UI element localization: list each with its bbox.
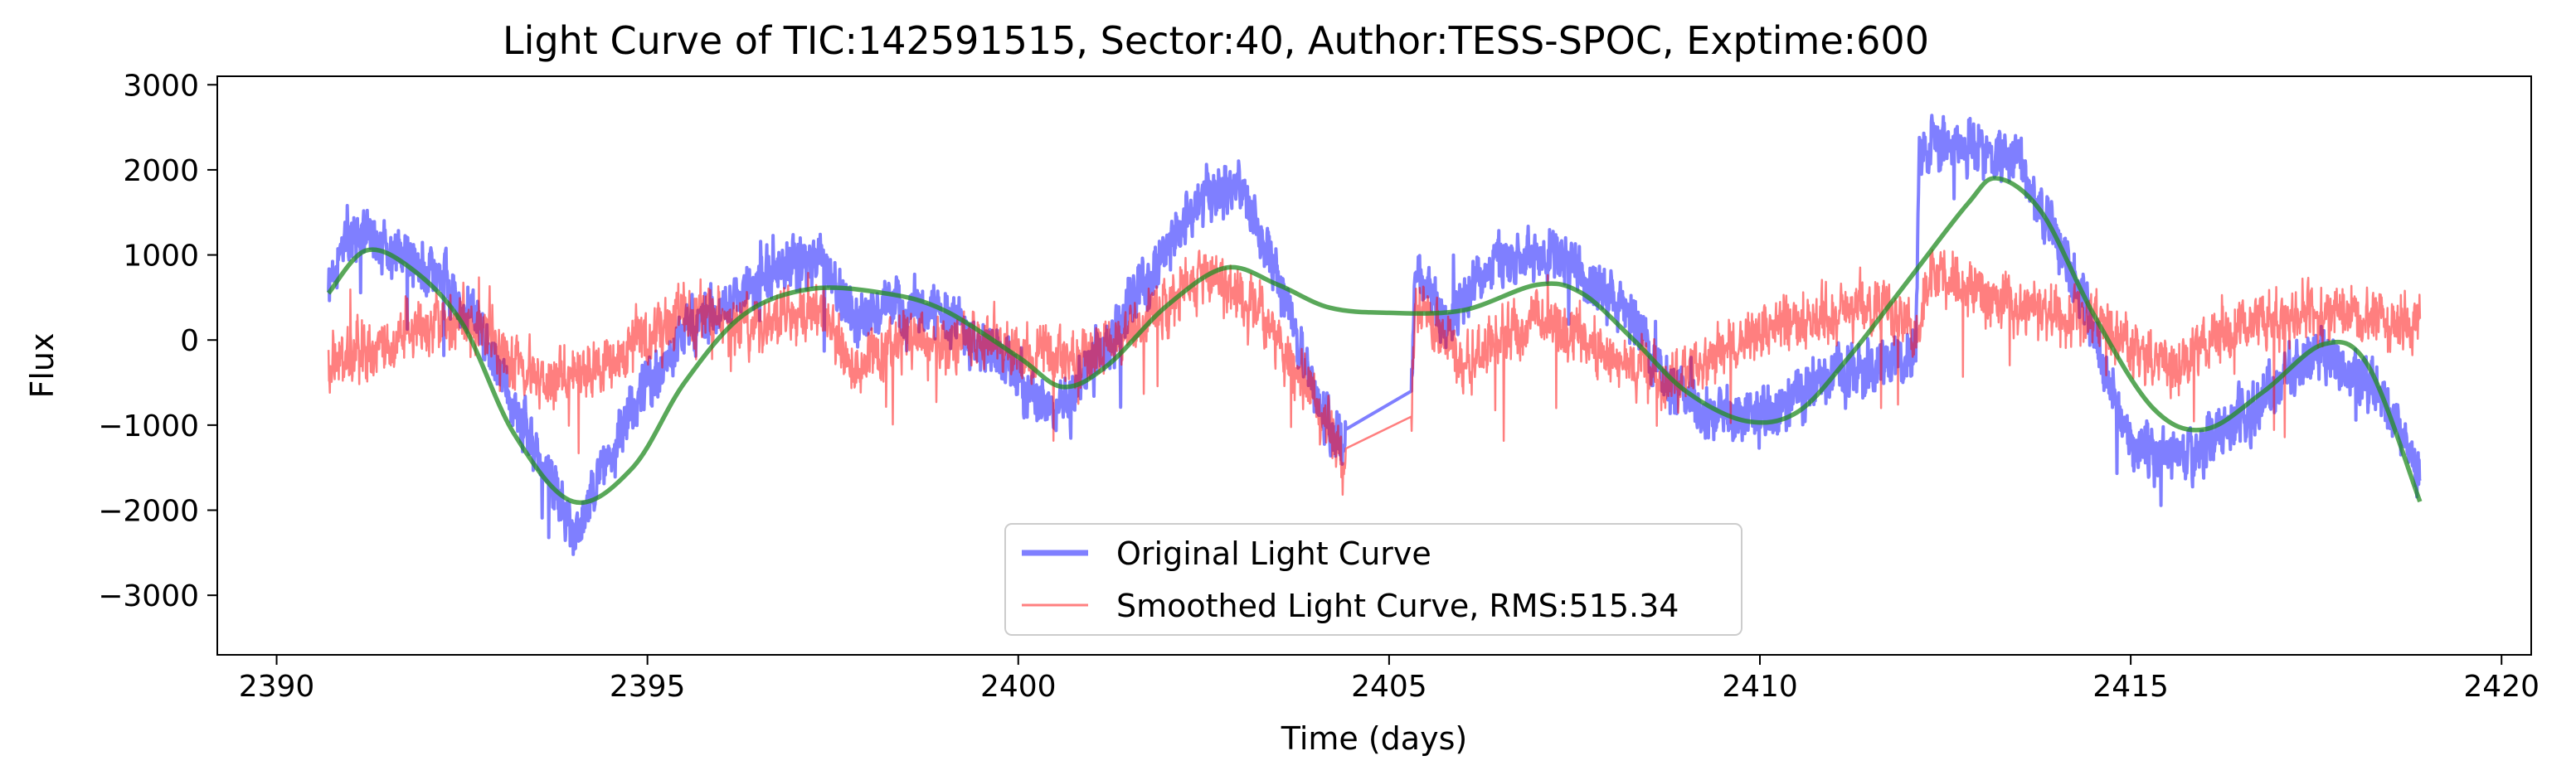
x-tick-label-6: 2420 — [2463, 670, 2540, 704]
y-tick-label-2: −1000 — [98, 409, 199, 443]
x-axis-label: Time (days) — [1281, 720, 1467, 757]
y-tick-label-1: −2000 — [98, 495, 199, 529]
y-tick-label-4: 1000 — [123, 240, 199, 274]
legend-label-original: Original Light Curve — [1116, 535, 1431, 572]
plot-area — [326, 114, 2423, 556]
x-axis: 2390 2395 2400 2405 2410 2415 2420 — [239, 655, 2540, 704]
x-tick-label-1: 2395 — [610, 670, 686, 704]
legend-label-smoothed: Smoothed Light Curve, RMS:515.34 — [1116, 588, 1679, 624]
y-axis-label: Flux — [24, 333, 61, 399]
y-tick-label-5: 2000 — [123, 154, 199, 188]
x-tick-label-4: 2410 — [1722, 670, 1798, 704]
y-tick-label-6: 3000 — [123, 69, 199, 103]
x-tick-label-5: 2415 — [2092, 670, 2169, 704]
x-tick-label-2: 2400 — [980, 670, 1057, 704]
x-tick-label-3: 2405 — [1351, 670, 1427, 704]
chart-title: Light Curve of TIC:142591515, Sector:40,… — [503, 18, 1929, 63]
y-tick-label-0: −3000 — [98, 579, 199, 613]
legend: Original Light Curve Smoothed Light Curv… — [1004, 523, 1742, 636]
plot-frame — [216, 75, 2532, 656]
y-axis: −3000 −2000 −1000 0 1000 2000 3000 — [98, 69, 217, 613]
series-smoothed-line — [327, 249, 2422, 497]
y-tick-label-3: 0 — [180, 324, 199, 358]
x-tick-label-0: 2390 — [239, 670, 315, 704]
legend-box — [1004, 523, 1742, 636]
series-trend-line — [326, 176, 2423, 506]
